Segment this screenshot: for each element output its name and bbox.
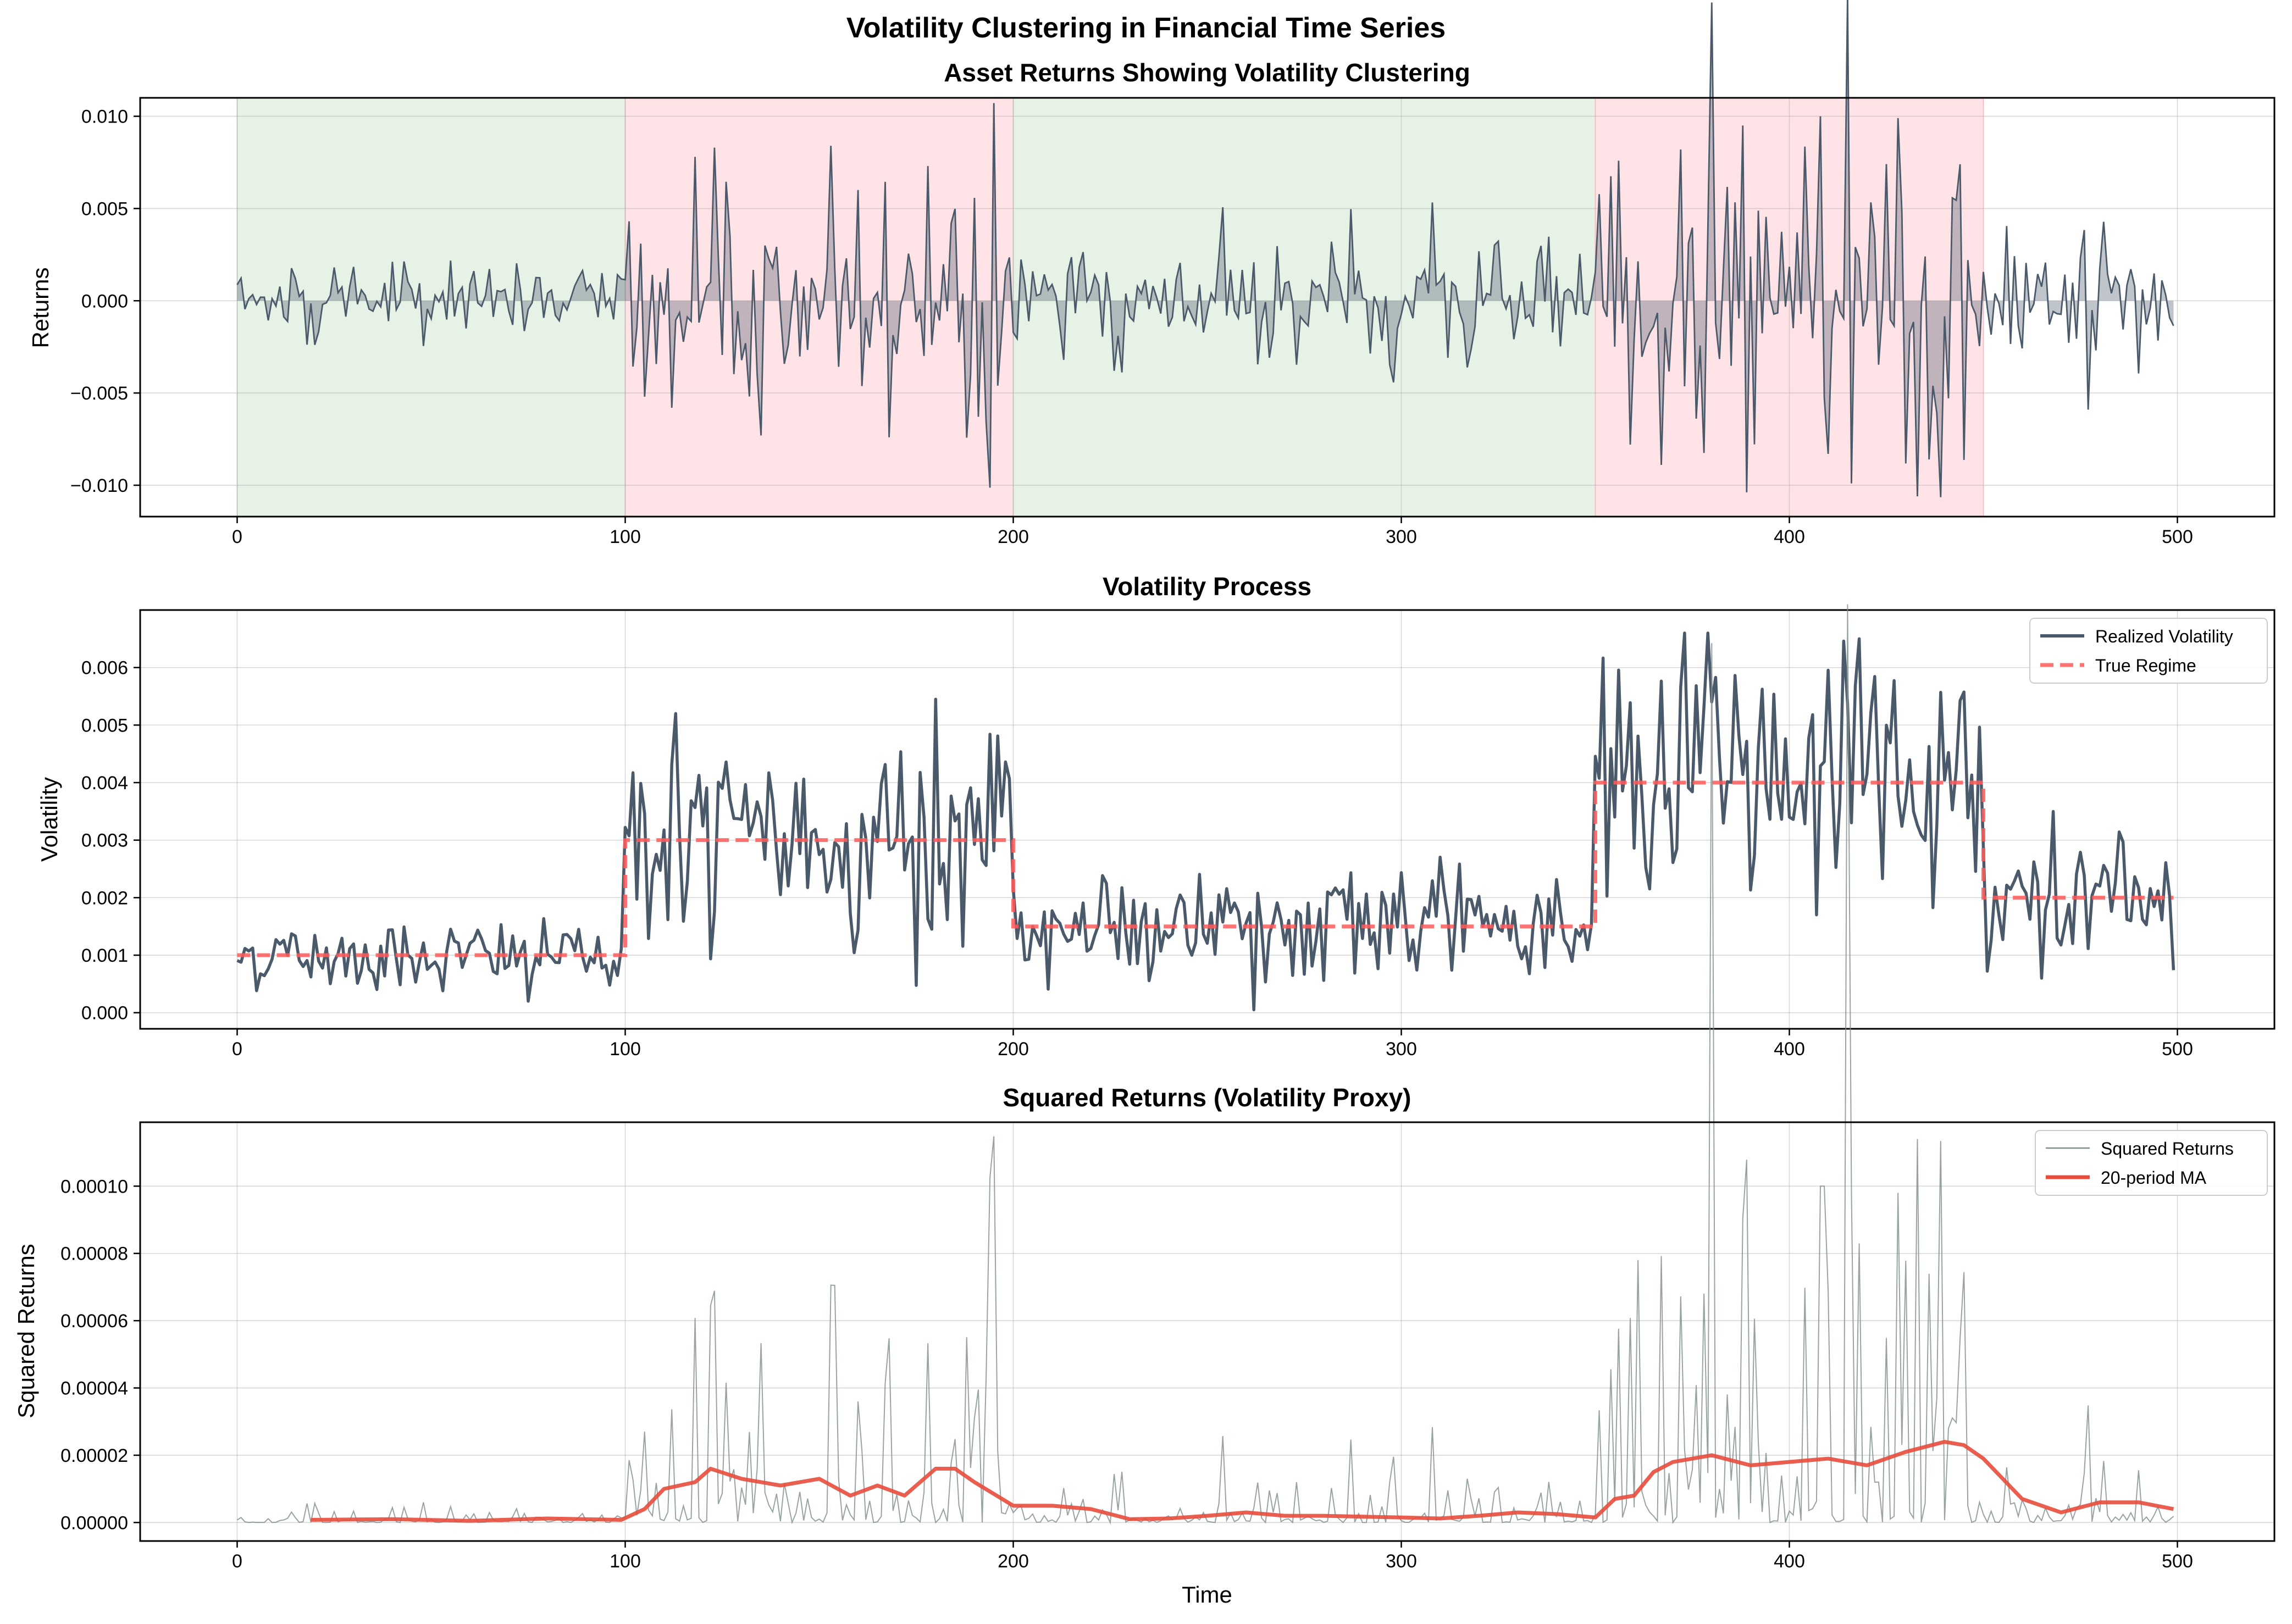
- y-tick-label: 0.00008: [60, 1244, 128, 1265]
- legend-ma-label: 20-period MA: [2101, 1168, 2207, 1188]
- volatility-series: [236, 631, 2175, 1012]
- x-tick-label: 0: [232, 1039, 242, 1060]
- y-tick-label: 0.000: [81, 291, 128, 312]
- y-tick-label: 0.00002: [60, 1445, 128, 1466]
- squared-returns-line: [236, 604, 2174, 1525]
- x-tick-label: 100: [610, 1551, 641, 1572]
- legend-regime-label: True Regime: [2095, 656, 2196, 675]
- volatility-legend-box: [2029, 618, 2268, 684]
- x-tick-label: 100: [610, 526, 641, 547]
- volatility-panel-title: Volatility Process: [1103, 572, 1311, 601]
- squared-axes-frame: [139, 1121, 2276, 1542]
- y-tick-label: 0.00010: [60, 1176, 128, 1197]
- volatility-y-axis-label: Volatility: [36, 777, 62, 862]
- x-tick-label: 400: [1774, 1039, 1805, 1060]
- legend-realized-label: Realized Volatility: [2095, 627, 2233, 646]
- squared-legend: Squared Returns 20-period MA: [2035, 1130, 2268, 1196]
- y-tick-label: 0.00004: [60, 1378, 128, 1399]
- squared-panel-title: Squared Returns (Volatility Proxy): [1003, 1083, 1411, 1112]
- y-tick-label: 0.004: [81, 773, 128, 794]
- volatility-axes-frame: [139, 609, 2276, 1030]
- squared-series: [236, 604, 2174, 1525]
- x-tick-label: 300: [1386, 526, 1417, 547]
- regime-spans: [236, 97, 1984, 517]
- realized-volatility-line: [236, 631, 2175, 1012]
- squared-legend-box: [2035, 1130, 2268, 1196]
- x-tick-label: 100: [610, 1039, 641, 1060]
- x-tick-label: 200: [998, 1039, 1029, 1060]
- volatility-legend: Realized Volatility True Regime: [2029, 618, 2268, 684]
- squared-y-axis-label: Squared Returns: [13, 1244, 39, 1418]
- volatility-panel: Volatility Process Volatility 0 100 200 300…: [36, 572, 2276, 1060]
- returns-y-axis-label: Returns: [27, 267, 53, 348]
- y-tick-label: −0.010: [70, 475, 128, 496]
- y-tick-label: 0.000: [81, 1003, 128, 1024]
- x-tick-label: 400: [1774, 526, 1805, 547]
- y-tick-label: 0.010: [81, 107, 128, 128]
- x-tick-label: 300: [1386, 1039, 1417, 1060]
- x-tick-label: 500: [2162, 1039, 2193, 1060]
- returns-panel: Asset Returns Showing Volatility Cluster…: [27, 0, 2276, 547]
- figure-title: Volatility Clustering in Financial Time …: [846, 12, 1446, 44]
- y-tick-label: 0.003: [81, 830, 128, 851]
- squared-panel: Squared Returns (Volatility Proxy) Squar…: [13, 604, 2276, 1608]
- x-tick-label: 0: [232, 1551, 242, 1572]
- true-regime-line: [237, 780, 2174, 957]
- returns-panel-title: Asset Returns Showing Volatility Cluster…: [944, 58, 1470, 87]
- returns-series: [236, 0, 2174, 497]
- x-tick-label: 500: [2162, 526, 2193, 547]
- returns-line: [236, 0, 2174, 497]
- y-tick-label: −0.005: [70, 383, 128, 404]
- volatility-grid: [140, 610, 2274, 1029]
- calm-regime-span: [236, 97, 626, 517]
- returns-axes-frame: [139, 97, 2276, 518]
- y-tick-label: 0.006: [81, 658, 128, 679]
- volatile-regime-span: [624, 97, 1014, 517]
- squared-ticks: 0 100 200 300 400 500 0.00010 0.00008 0.00006 0.0…: [60, 1176, 2193, 1572]
- y-tick-label: 0.001: [81, 945, 128, 966]
- returns-grid: [140, 98, 2274, 517]
- returns-ticks: 0 100 200 300 400 500 0.010 0.005 0.000 −0.005 −0.…: [70, 107, 2193, 547]
- y-tick-label: 0.002: [81, 888, 128, 908]
- moving-average-line: [311, 1439, 2174, 1523]
- x-tick-label: 0: [232, 526, 242, 547]
- x-tick-label: 200: [998, 1551, 1029, 1572]
- x-tick-label: 300: [1386, 1551, 1417, 1572]
- legend-squared-label: Squared Returns: [2101, 1139, 2234, 1159]
- x-tick-label: 500: [2162, 1551, 2193, 1572]
- x-axis-label: Time: [1182, 1582, 1232, 1608]
- x-tick-label: 400: [1774, 1551, 1805, 1572]
- y-tick-label: 0.005: [81, 715, 128, 736]
- x-tick-label: 200: [998, 526, 1029, 547]
- y-tick-label: 0.00006: [60, 1311, 128, 1332]
- volatility-ticks: 0 100 200 300 400 500 0.006 0.005 0.004 0.003 0.00…: [81, 658, 2193, 1060]
- y-tick-label: 0.00000: [60, 1512, 128, 1533]
- squared-grid: [140, 1122, 2274, 1541]
- y-tick-label: 0.005: [81, 198, 128, 219]
